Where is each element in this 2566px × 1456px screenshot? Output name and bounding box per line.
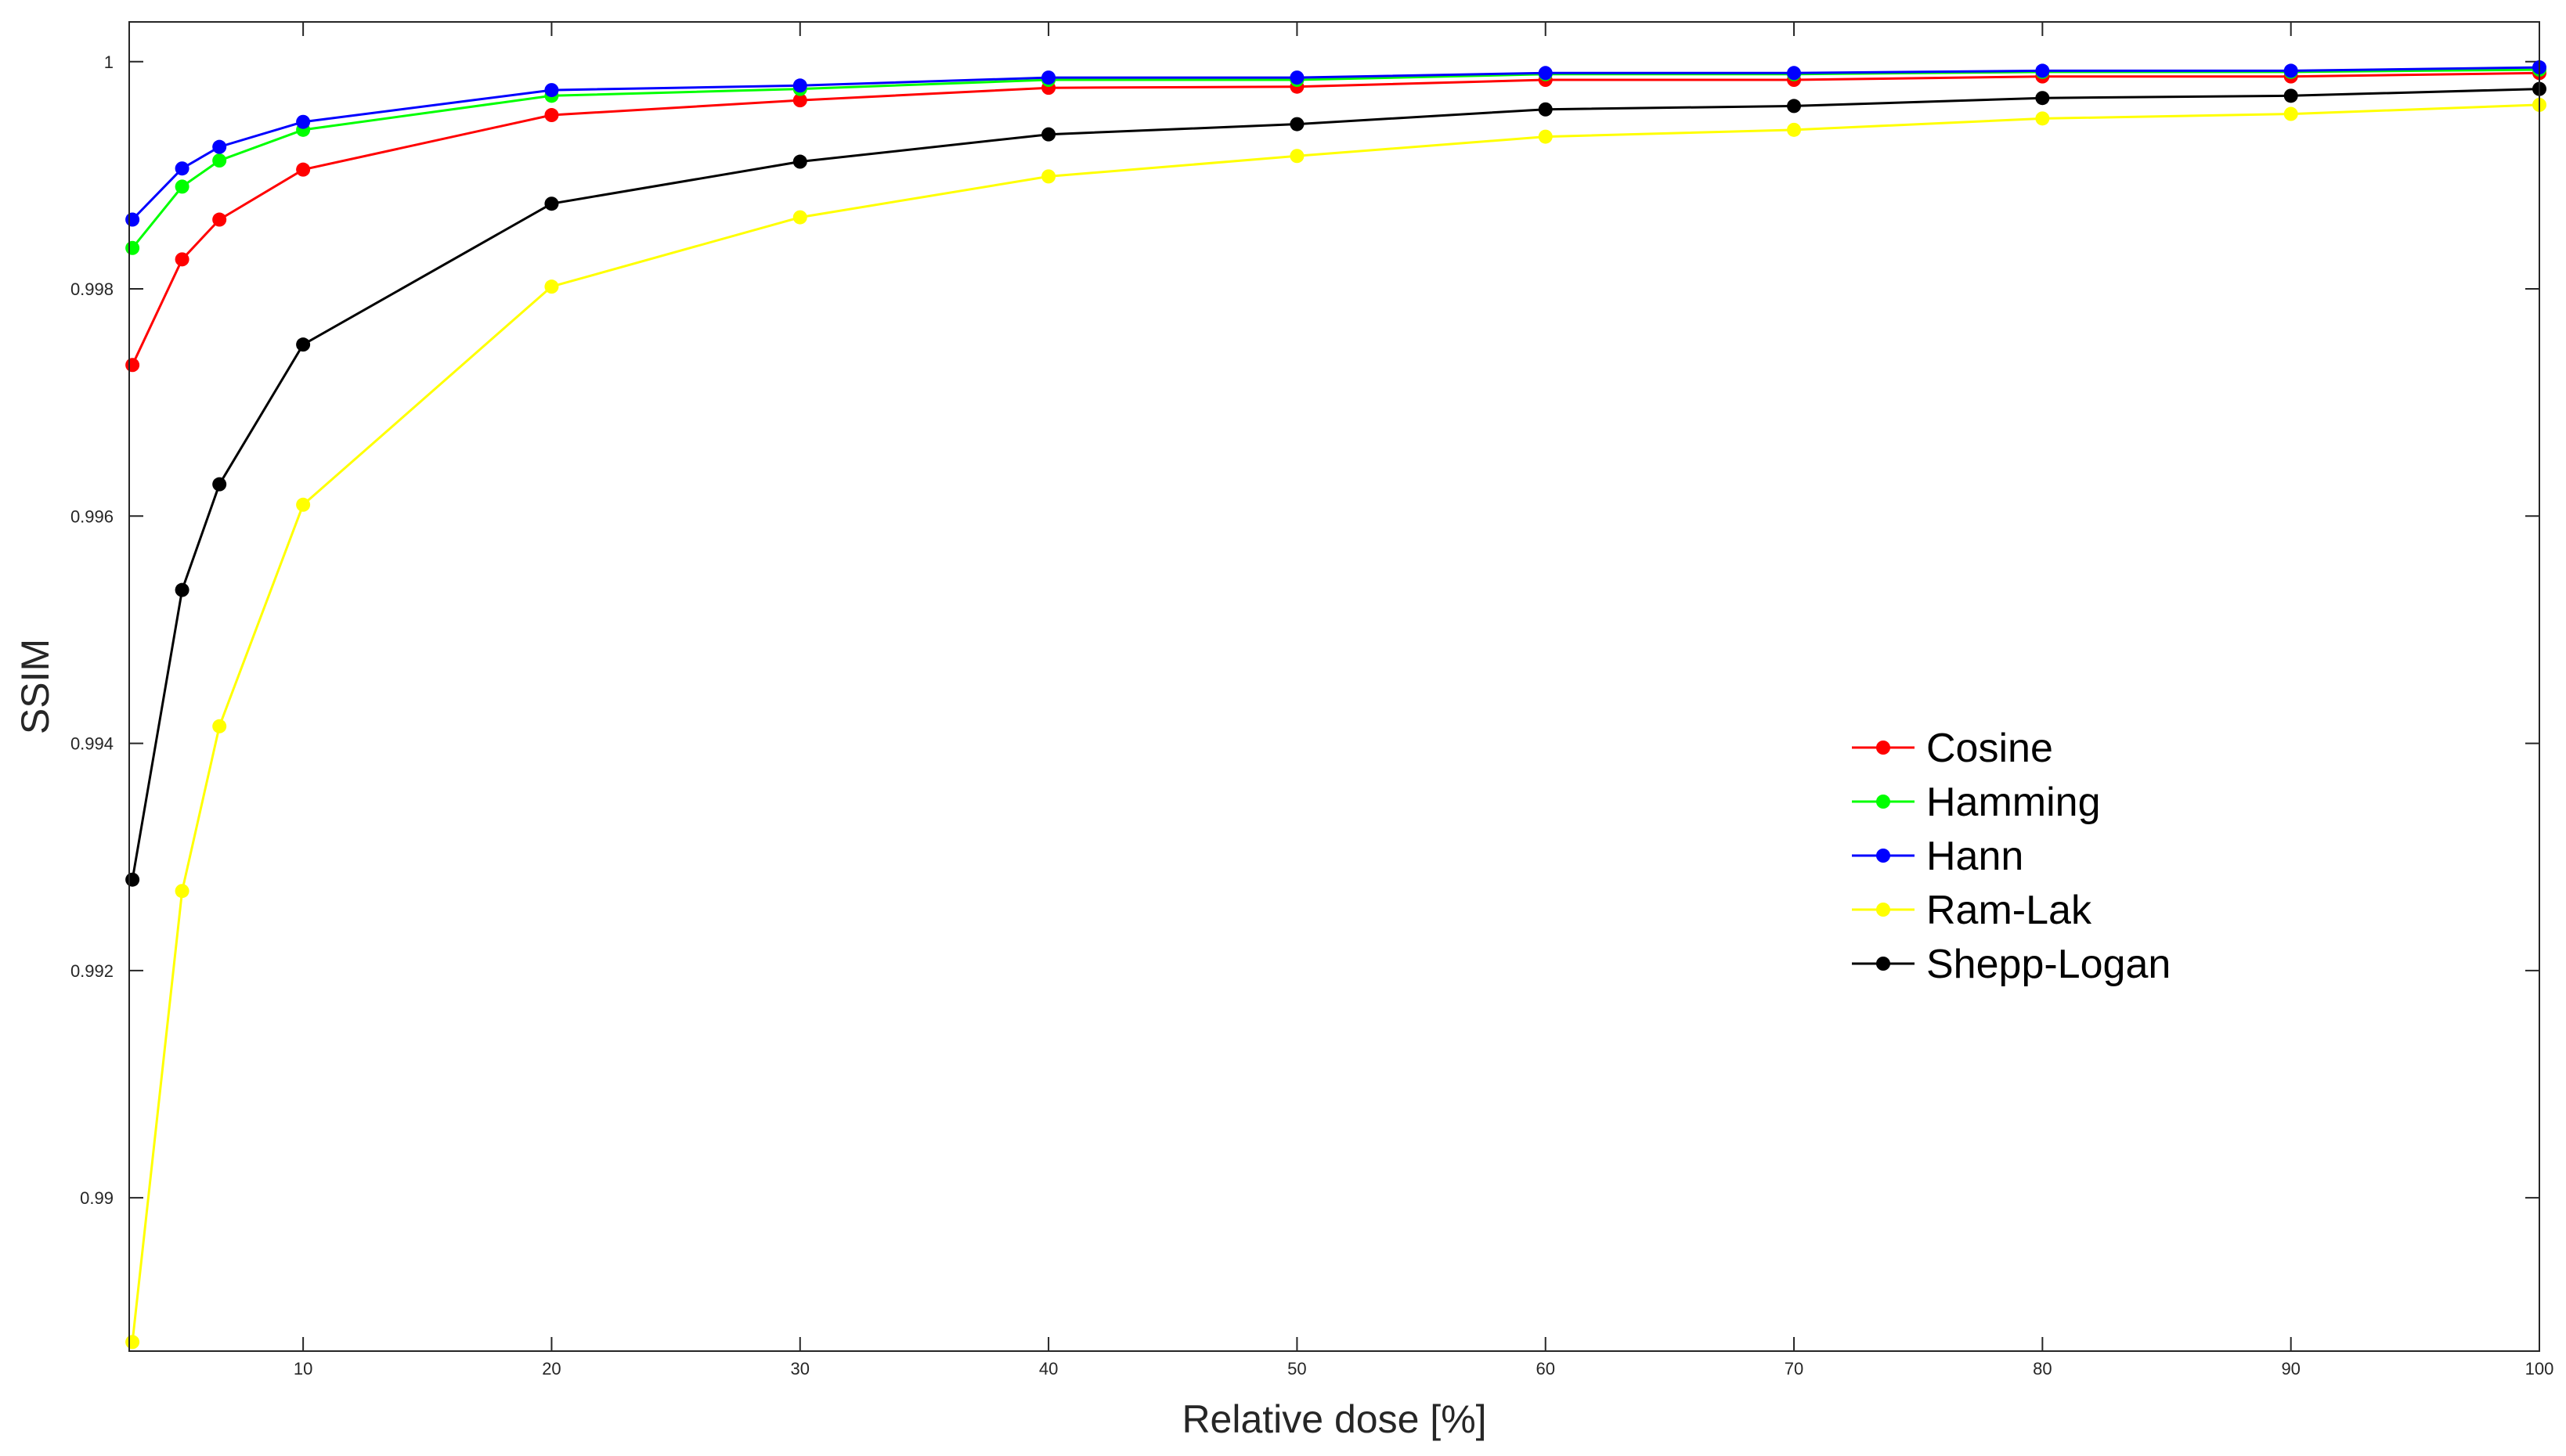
plot-frame	[128, 21, 2540, 1352]
x-tick-label: 50	[1287, 1359, 1306, 1379]
y-tick-label: 0.99	[80, 1188, 114, 1208]
data-point-cosine	[125, 358, 140, 373]
x-tick-label: 30	[791, 1359, 810, 1379]
x-axis-title: Relative dose [%]	[1182, 1397, 1486, 1441]
data-point-shepp-logan	[125, 872, 140, 887]
data-point-cosine	[175, 252, 189, 267]
legend-swatch-marker	[1876, 957, 1890, 971]
data-point-hann	[2035, 63, 2050, 78]
data-point-shepp-logan	[2035, 91, 2050, 106]
data-point-hann	[1538, 66, 1553, 81]
data-point-shepp-logan	[212, 477, 227, 492]
data-point-hann	[296, 114, 311, 129]
x-tick-label: 60	[1536, 1359, 1554, 1379]
data-point-ram-lak	[792, 210, 807, 225]
legend-label: Shepp-Logan	[1926, 942, 2171, 987]
data-point-hamming	[125, 240, 140, 255]
y-tick-label: 0.994	[70, 734, 114, 754]
x-tick-label: 90	[2281, 1359, 2300, 1379]
legend-label: Ram-Lak	[1926, 888, 2092, 933]
data-point-shepp-logan	[1290, 117, 1305, 132]
series-ram-lak	[125, 97, 2546, 1350]
legend-item-cosine: Cosine	[1852, 726, 2053, 771]
y-tick-label: 1	[104, 52, 114, 72]
data-point-shepp-logan	[175, 582, 189, 597]
data-point-hann	[175, 161, 189, 176]
data-point-shepp-logan	[1041, 127, 1056, 142]
x-tick-label: 40	[1039, 1359, 1058, 1379]
legend-label: Hann	[1926, 834, 2023, 879]
data-point-ram-lak	[296, 497, 311, 512]
data-point-shepp-logan	[296, 337, 311, 352]
data-point-hann	[1787, 66, 1802, 81]
data-point-hann	[1041, 70, 1056, 85]
data-point-cosine	[792, 93, 807, 108]
data-point-hann	[1290, 70, 1305, 85]
data-point-hann	[2283, 63, 2298, 78]
y-tick-label: 0.996	[70, 506, 114, 526]
data-point-ram-lak	[2283, 106, 2298, 121]
data-point-ram-lak	[2035, 111, 2050, 126]
x-tick-label: 70	[1785, 1359, 1803, 1379]
legend: Cosine Hamming Hann Ram-Lak Shepp-Logan	[1852, 726, 2171, 987]
data-point-hann	[125, 212, 140, 227]
legend-item-hamming: Hamming	[1852, 780, 2101, 825]
x-tick-label: 10	[294, 1359, 312, 1379]
data-point-shepp-logan	[792, 154, 807, 169]
data-point-ram-lak	[125, 1335, 140, 1350]
y-tick-label: 0.992	[70, 961, 114, 981]
data-point-ram-lak	[1041, 169, 1056, 184]
legend-swatch-marker	[1876, 795, 1890, 809]
data-point-ram-lak	[212, 719, 227, 733]
legend-label: Cosine	[1926, 726, 2053, 771]
data-point-hann	[212, 139, 227, 154]
y-tick-label: 0.998	[70, 279, 114, 299]
data-point-ram-lak	[175, 884, 189, 899]
data-point-shepp-logan	[544, 196, 559, 211]
x-tick-label: 100	[2525, 1359, 2554, 1379]
legend-swatch-marker	[1876, 903, 1890, 917]
data-point-hann	[792, 78, 807, 93]
y-axis-ticks: 0.99 0.992 0.994 0.996 0.998 1	[70, 52, 2539, 1208]
data-point-hamming	[212, 153, 227, 168]
data-point-hamming	[175, 179, 189, 194]
data-point-cosine	[212, 212, 227, 227]
legend-swatch-marker	[1876, 849, 1890, 863]
data-point-cosine	[296, 162, 311, 177]
legend-item-hann: Hann	[1852, 834, 2023, 879]
data-point-ram-lak	[1787, 122, 1802, 137]
legend-swatch-marker	[1876, 741, 1890, 755]
data-point-ram-lak	[1538, 129, 1553, 144]
y-axis-title: SSIM	[13, 639, 57, 734]
legend-item-ram-lak: Ram-Lak	[1852, 888, 2092, 933]
data-point-shepp-logan	[2283, 88, 2298, 103]
series-hann	[125, 60, 2546, 227]
data-point-shepp-logan	[1538, 102, 1553, 117]
data-point-cosine	[544, 108, 559, 123]
plot-area	[129, 22, 2539, 1351]
x-tick-label: 80	[2033, 1359, 2052, 1379]
x-tick-label: 20	[542, 1359, 561, 1379]
series-layer	[125, 60, 2546, 1350]
data-point-shepp-logan	[1787, 99, 1802, 114]
legend-item-shepp-logan: Shepp-Logan	[1852, 942, 2171, 987]
data-point-ram-lak	[1290, 149, 1305, 164]
legend-label: Hamming	[1926, 780, 2101, 825]
data-point-ram-lak	[544, 279, 559, 294]
data-point-hann	[544, 83, 559, 98]
